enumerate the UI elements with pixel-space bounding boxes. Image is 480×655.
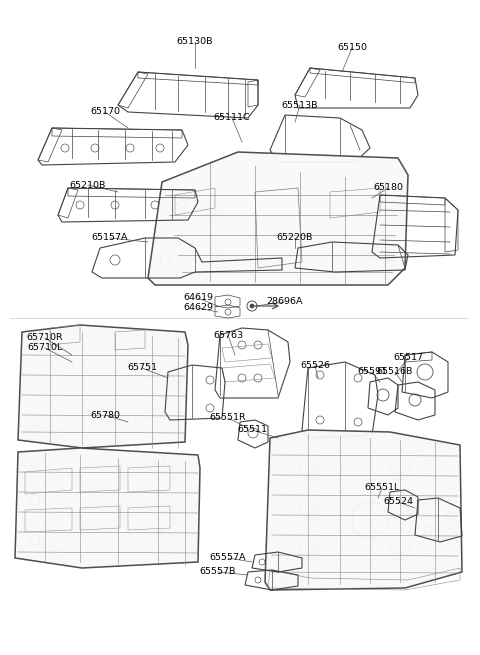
Text: 65551R: 65551R (210, 413, 246, 422)
Polygon shape (265, 430, 462, 590)
Text: 65111C: 65111C (214, 113, 250, 122)
Text: 65526: 65526 (300, 360, 330, 369)
Circle shape (250, 304, 254, 308)
Text: 65150: 65150 (337, 43, 367, 52)
Text: 65557B: 65557B (200, 567, 236, 576)
Polygon shape (15, 448, 200, 568)
Text: 65557A: 65557A (210, 553, 246, 563)
Text: 65763: 65763 (213, 331, 243, 339)
Text: 65591: 65591 (357, 367, 387, 377)
Polygon shape (148, 152, 408, 285)
Text: 65516B: 65516B (377, 367, 413, 377)
Polygon shape (18, 325, 188, 448)
Text: 65210B: 65210B (70, 181, 106, 189)
Text: 64619: 64619 (183, 293, 213, 303)
Text: 65511: 65511 (237, 426, 267, 434)
Text: 65513B: 65513B (282, 100, 318, 109)
Text: 65710R: 65710R (27, 333, 63, 343)
Text: 65780: 65780 (90, 411, 120, 419)
Text: 65170: 65170 (90, 107, 120, 117)
Text: 65157A: 65157A (92, 233, 128, 242)
Text: 65551L: 65551L (364, 483, 400, 493)
Text: 65524: 65524 (383, 498, 413, 506)
Text: 65180: 65180 (373, 183, 403, 193)
Text: 65710L: 65710L (27, 343, 62, 352)
Text: 64629: 64629 (183, 303, 213, 312)
Text: 28696A: 28696A (267, 297, 303, 307)
Text: 65751: 65751 (127, 364, 157, 373)
Text: 65517: 65517 (393, 354, 423, 362)
Text: 65220B: 65220B (277, 233, 313, 242)
Text: 65130B: 65130B (177, 37, 213, 47)
